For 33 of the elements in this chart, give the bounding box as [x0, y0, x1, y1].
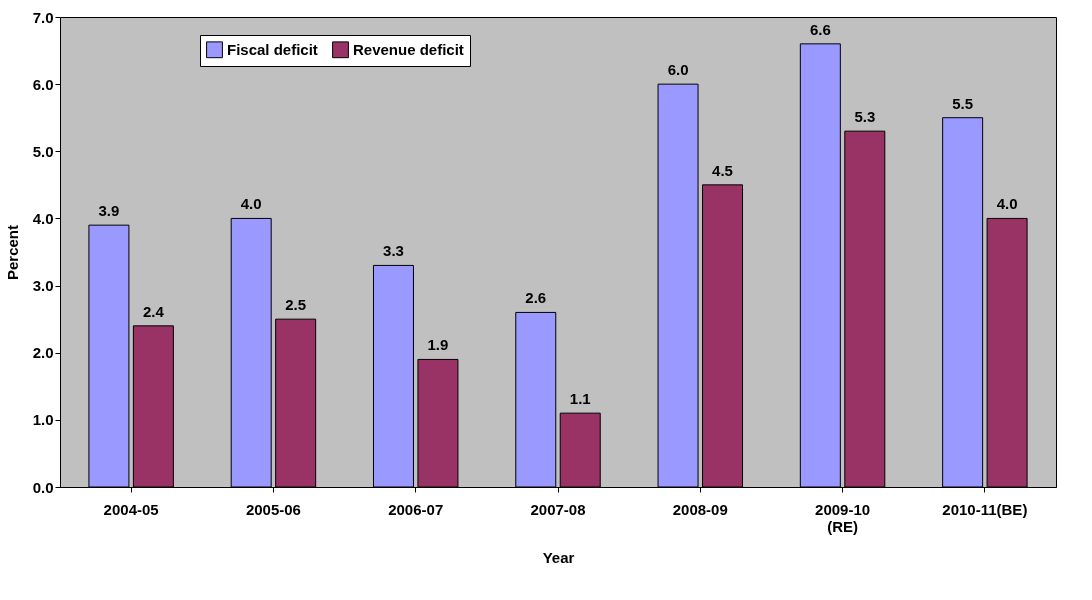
data-label: 4.5 — [712, 161, 733, 179]
data-label: 3.9 — [98, 202, 120, 220]
y-tick-label: 1.0 — [32, 411, 54, 429]
x-tick-label: 2008-09 — [672, 500, 728, 518]
data-label: 2.5 — [285, 296, 307, 314]
x-tick-label: 2006-07 — [388, 500, 444, 518]
y-tick-label: 3.0 — [32, 277, 54, 295]
y-tick-label: 4.0 — [32, 209, 54, 227]
data-label: 6.0 — [667, 61, 689, 79]
x-axis-title: Year — [542, 548, 575, 566]
x-tick-label: 2004-05 — [103, 500, 159, 518]
data-label: 3.3 — [383, 242, 404, 260]
y-tick-label: 2.0 — [32, 344, 54, 362]
y-tick-label: 5.0 — [32, 142, 54, 160]
data-label: 2.4 — [142, 302, 165, 320]
y-tick-label: 0.0 — [32, 478, 54, 496]
x-tick-label: 2007-08 — [530, 500, 586, 518]
x-tick-label: 2005-06 — [245, 500, 301, 518]
y-tick-label: 7.0 — [32, 8, 54, 26]
data-label: 2.6 — [525, 289, 547, 307]
legend-label: Fiscal deficit — [227, 40, 318, 58]
x-tick-label: 2009-10 (RE) — [815, 500, 871, 535]
y-tick-label: 6.0 — [32, 75, 54, 93]
data-label: 4.0 — [996, 195, 1018, 213]
legend-label: Revenue deficit — [353, 40, 464, 58]
data-label: 5.5 — [952, 94, 974, 112]
data-label: 4.0 — [240, 195, 262, 213]
y-axis-title: Percent — [3, 224, 21, 281]
x-tick-label: 2010-11(BE) — [942, 500, 1028, 518]
data-label: 6.6 — [809, 20, 831, 38]
data-label: 1.9 — [427, 336, 449, 354]
data-label: 1.1 — [569, 390, 591, 408]
data-label: 5.3 — [854, 108, 876, 126]
